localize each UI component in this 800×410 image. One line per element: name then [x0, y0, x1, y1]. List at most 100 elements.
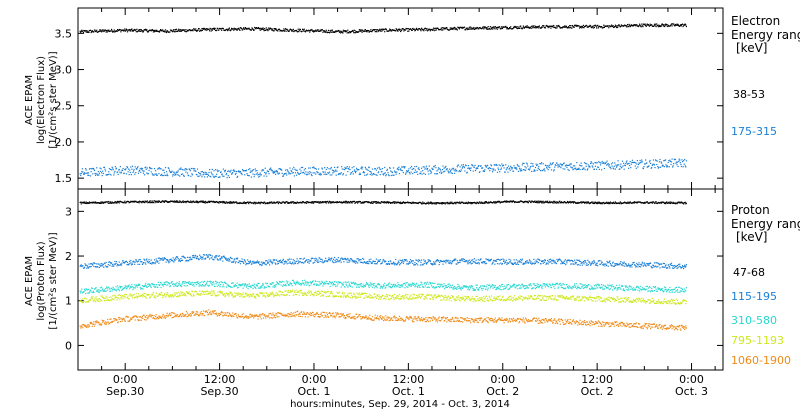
proton-point [530, 261, 532, 263]
electron-point [657, 167, 659, 169]
electron-point [249, 168, 251, 170]
electron-point [644, 163, 646, 165]
proton-point [505, 200, 507, 202]
proton-point [248, 262, 250, 264]
electron-point [509, 27, 511, 29]
electron-point [209, 30, 211, 32]
electron-point [354, 32, 356, 34]
proton-point [304, 279, 306, 281]
proton-point [487, 202, 489, 204]
proton-point [484, 263, 486, 265]
electron-point [356, 167, 358, 169]
proton-point [392, 263, 394, 265]
proton-point [447, 203, 449, 205]
proton-point [271, 283, 273, 285]
proton-point [531, 200, 533, 202]
electron-point [413, 28, 415, 30]
electron-point [179, 168, 181, 170]
proton-point [146, 200, 148, 202]
electron-point [417, 29, 419, 31]
electron-point [610, 163, 613, 165]
proton-point [162, 257, 164, 259]
proton-point [343, 281, 345, 283]
electron-point [430, 171, 433, 173]
electron-point [422, 166, 424, 168]
proton-point [679, 263, 681, 265]
proton-point [229, 256, 232, 258]
electron-point [82, 171, 84, 173]
electron-point [669, 159, 671, 161]
proton-point [630, 264, 632, 266]
proton-point [111, 290, 113, 292]
electron-point [519, 27, 521, 29]
electron-point [449, 168, 451, 170]
electron-point [429, 30, 431, 32]
proton-point [206, 254, 208, 256]
electron-point [330, 31, 332, 33]
proton-point [549, 200, 551, 202]
proton-point [517, 260, 519, 262]
proton-point [402, 259, 404, 261]
electron-point [365, 30, 368, 32]
proton-point [527, 202, 529, 204]
proton-point [145, 259, 147, 261]
proton-point [177, 200, 179, 202]
proton-point [583, 202, 586, 204]
electron-point [223, 170, 225, 172]
proton-point [137, 201, 140, 203]
proton-point [128, 201, 130, 203]
electron-point [314, 30, 316, 32]
electron-point [273, 30, 275, 32]
electron-point [680, 165, 682, 168]
proton-point [121, 262, 123, 264]
proton-point [153, 259, 156, 261]
proton-point [467, 260, 469, 262]
electron-point [354, 170, 356, 172]
proton-point [211, 283, 213, 285]
electron-point [534, 170, 536, 172]
electron-point [235, 170, 238, 173]
proton-point [341, 282, 343, 284]
proton-point [102, 265, 104, 267]
proton-point [544, 259, 546, 261]
electron-point [677, 165, 679, 168]
proton-point [358, 286, 360, 288]
electron-point [438, 167, 440, 169]
proton-point [620, 261, 622, 263]
proton-point [470, 261, 472, 263]
electron-point [239, 171, 241, 173]
proton-point [126, 261, 129, 263]
electron-point [496, 171, 499, 173]
proton-point [387, 261, 390, 263]
electron-point [237, 28, 239, 30]
proton-point [646, 201, 648, 203]
electron-point [388, 30, 390, 32]
electron-point [153, 174, 155, 176]
proton-point [222, 260, 224, 262]
electron-point [542, 25, 544, 27]
proton-point [281, 261, 283, 263]
electron-point [523, 27, 526, 29]
proton-point [139, 283, 141, 286]
proton-point [229, 202, 232, 204]
proton-point [344, 258, 346, 260]
proton-point [357, 286, 359, 288]
electron-point [556, 162, 558, 164]
electron-point [493, 168, 495, 170]
electron-point [94, 172, 96, 175]
proton-point [522, 262, 524, 264]
electron-point [332, 172, 334, 174]
proton-point [566, 202, 568, 204]
electron-point [361, 168, 363, 170]
proton-point [575, 262, 577, 264]
proton-point [222, 282, 224, 284]
electron-point [658, 166, 660, 169]
proton-point [311, 281, 313, 283]
proton-point [370, 262, 372, 265]
proton-point [313, 258, 315, 260]
electron-point [213, 28, 216, 30]
proton-point [327, 283, 330, 285]
electron-point [505, 164, 507, 166]
proton-point [417, 264, 419, 266]
electron-point [595, 162, 597, 164]
